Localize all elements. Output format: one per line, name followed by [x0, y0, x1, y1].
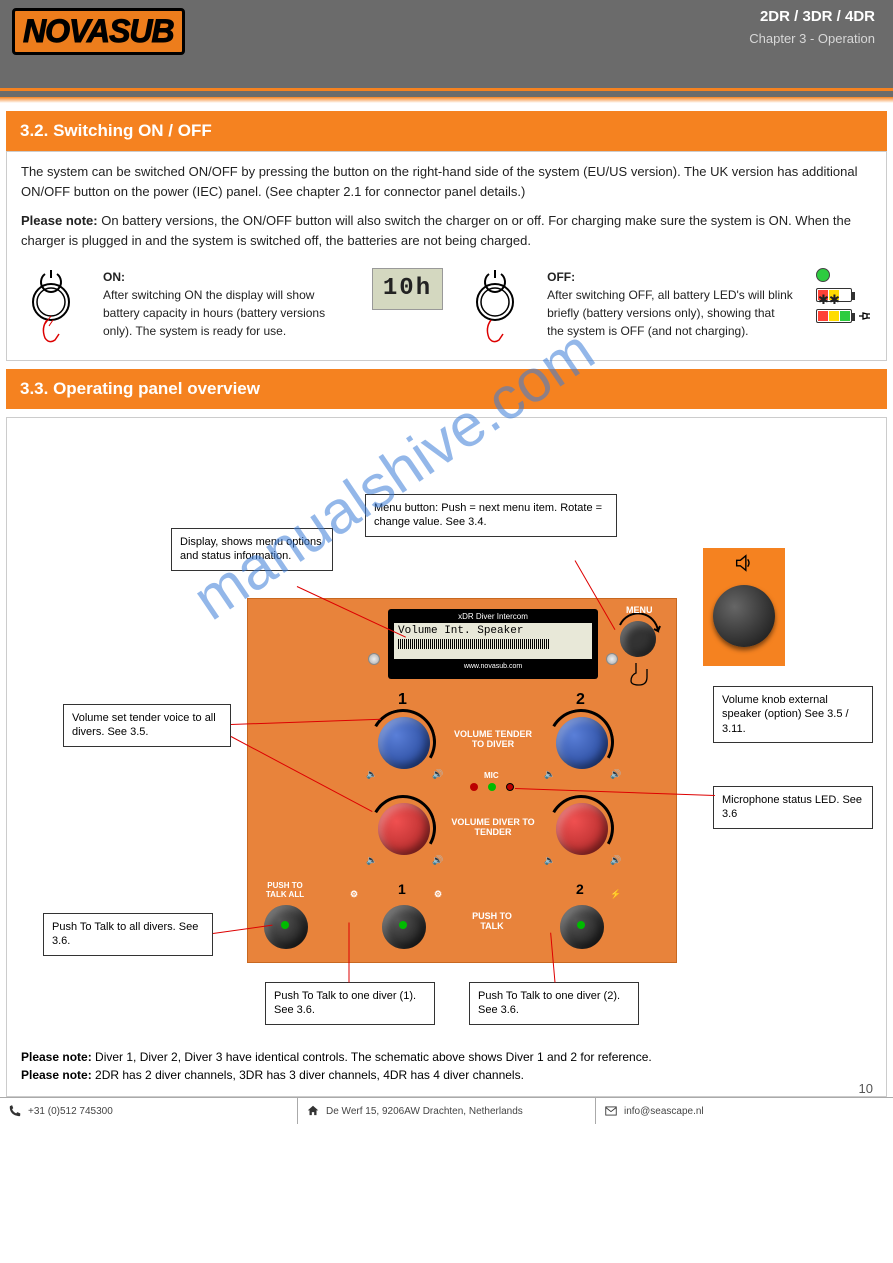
power-off-icon: [465, 268, 525, 346]
callout-tender-vol: Volume set tender voice to all divers. S…: [63, 704, 231, 747]
note2-label: Please note:: [21, 1050, 92, 1064]
power-on-icon: [21, 268, 81, 346]
diver-to-tender-knob-1[interactable]: [378, 803, 430, 855]
off-text: After switching OFF, all battery LED's w…: [547, 288, 793, 338]
on-text: After switching ON the display will show…: [103, 288, 325, 338]
device-panel: xDR Diver Intercom Volume Int. Speaker w…: [247, 598, 677, 963]
note3-label: Please note:: [21, 1068, 92, 1082]
note3-text: 2DR has 2 diver channels, 3DR has 3 dive…: [92, 1068, 524, 1082]
home-icon: [306, 1104, 320, 1118]
ch2-label: 2: [576, 691, 585, 709]
brand-name: NOVASUB: [23, 13, 174, 49]
battery-led-legend: ✱✱: [816, 268, 872, 324]
callout-mic-led: Microphone status LED. See 3.6: [713, 786, 873, 829]
chapter-label: Chapter 3 - Operation: [749, 31, 875, 46]
callout-ext-speaker: Volume knob external speaker (option) Se…: [713, 686, 873, 743]
vol-t2d-label: VOLUME TENDER TO DIVER: [448, 729, 538, 749]
lcd-screen: Volume Int. Speaker: [394, 623, 592, 659]
section-panel-title: 3.3. Operating panel overview: [6, 369, 887, 409]
external-speaker: [703, 548, 785, 666]
off-label: OFF:: [547, 270, 575, 284]
tender-to-diver-knob-1[interactable]: [378, 717, 430, 769]
device-url: www.novasub.com: [464, 663, 522, 670]
note-label: Please note:: [21, 213, 98, 228]
diver-to-tender-knob-2[interactable]: [556, 803, 608, 855]
mic-led-mute: [506, 783, 514, 791]
battery-lcd: 10h: [372, 268, 443, 310]
footer-phone: +31 (0)512 745300: [28, 1106, 113, 1117]
mic-label: MIC: [484, 771, 499, 780]
header-bar: NOVASUB 2DR / 3DR / 4DR Chapter 3 - Oper…: [0, 0, 893, 88]
mic-led-red: [470, 783, 478, 791]
callout-ptt-one: Push To Talk to one diver (1). See 3.6.: [265, 982, 435, 1025]
lcd-hours: 10h: [372, 268, 443, 310]
callout-menu: Menu button: Push = next menu item. Rota…: [365, 494, 617, 537]
phone-icon: [8, 1104, 22, 1118]
panel-overview: xDR Diver Intercom Volume Int. Speaker w…: [6, 417, 887, 1097]
device-title: xDR Diver Intercom: [458, 612, 528, 621]
lcd-line: Volume Int. Speaker: [398, 625, 523, 637]
callout-ptt-two: Push To Talk to one diver (2). See 3.6.: [469, 982, 639, 1025]
power-intro: The system can be switched ON/OFF by pre…: [21, 162, 872, 201]
ptt-label: PUSH TO TALK: [462, 911, 522, 931]
vol-d2t-label: VOLUME DIVER TO TENDER: [448, 817, 538, 837]
note2-text: Diver 1, Diver 2, Diver 3 have identical…: [92, 1050, 652, 1064]
external-volume-knob[interactable]: [713, 585, 775, 647]
ptt1-num: 1: [398, 881, 406, 897]
mic-led-green: [488, 783, 496, 791]
ptt2-num: 2: [576, 881, 584, 897]
speaker-icon: [733, 552, 755, 574]
footer-email: info@seascape.nl: [624, 1106, 704, 1117]
ptt-all-label: PUSH TO TALK ALL: [260, 881, 310, 899]
section-power-title: 3.2. Switching ON / OFF: [6, 111, 887, 151]
hand-press-icon: [626, 659, 652, 687]
product-name: 2DR / 3DR / 4DR: [749, 8, 875, 25]
footer: +31 (0)512 745300 De Werf 15, 9206AW Dra…: [0, 1097, 893, 1124]
tender-to-diver-knob-2[interactable]: [556, 717, 608, 769]
callout-display: Display, shows menu options and status i…: [171, 528, 333, 571]
footer-address: De Werf 15, 9206AW Drachten, Netherlands: [326, 1106, 523, 1117]
callout-ptt-all: Push To Talk to all divers. See 3.6.: [43, 913, 213, 956]
plug-icon: [856, 308, 872, 324]
ch1-label: 1: [398, 691, 407, 709]
page-number: 10: [859, 1081, 873, 1096]
lcd-frame: xDR Diver Intercom Volume Int. Speaker w…: [388, 609, 598, 679]
brand-logo: NOVASUB: [12, 8, 185, 55]
power-note: On battery versions, the ON/OFF button w…: [21, 213, 851, 248]
section-power-body: The system can be switched ON/OFF by pre…: [6, 151, 887, 361]
on-label: ON:: [103, 270, 125, 284]
mail-icon: [604, 1104, 618, 1118]
